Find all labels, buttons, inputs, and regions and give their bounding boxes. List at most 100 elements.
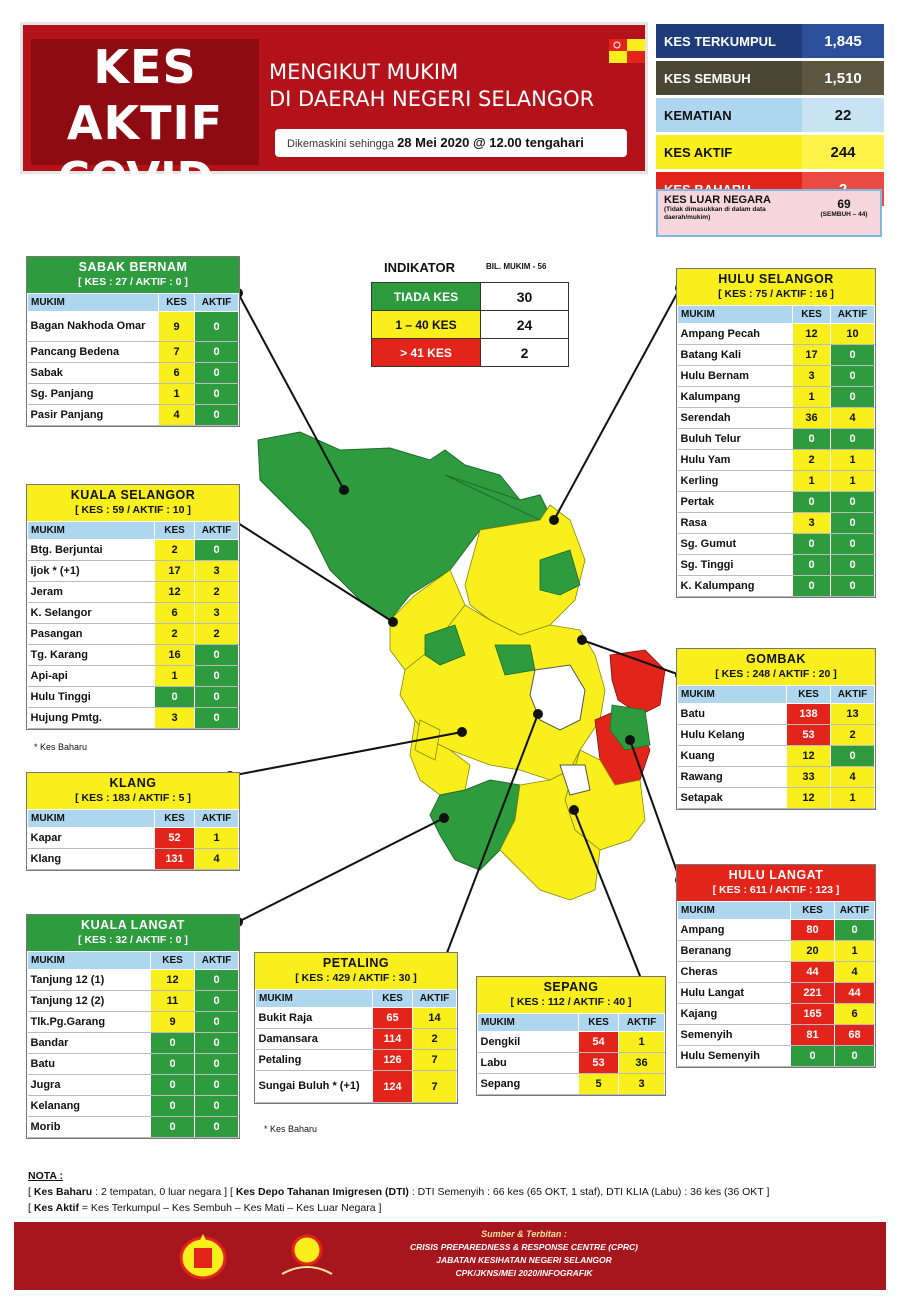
cell-k: 1 [158, 383, 195, 405]
cell-k: 9 [150, 1011, 195, 1033]
map-region-green-patch [539, 549, 581, 596]
stat-luar-negara: KES LUAR NEGARA (Tidak dimasukkan di dal… [656, 189, 882, 237]
cell-org2: JABATAN KESIHATAN NEGERI SELANGOR [436, 1255, 612, 1265]
cell-k: 65 [372, 1007, 413, 1029]
cell-k: 12 [786, 787, 831, 809]
cell-summary: [ KES : 75 / AKTIF : 16 ] [718, 288, 834, 300]
table-header-row: MUKIM KES AKTIF [27, 293, 239, 312]
cell-subtitle_line2: DI DAERAH NEGERI SELANGOR [269, 87, 595, 111]
cell-m: Beranang [677, 940, 791, 962]
table-row: Rawang 33 4 [677, 766, 875, 788]
cell-m: K. Selangor [27, 602, 155, 624]
table-row: Semenyih 81 68 [677, 1024, 875, 1046]
cell-value: 22 [802, 98, 884, 132]
cell-m: Kapar [27, 827, 155, 849]
cell-m: Kuang [677, 745, 787, 767]
header-banner: KES AKTIF COVID-19 MENGIKUT MUKIM DI DAE… [20, 22, 648, 260]
cell-kes: KES [790, 901, 835, 920]
table-row: Btg. Berjuntai 2 0 [27, 539, 239, 561]
table-row: Hulu Bernam 3 0 [677, 365, 875, 387]
table-header-row: MUKIM KES AKTIF [477, 1013, 665, 1032]
cell-kes: KES [578, 1013, 619, 1032]
table-row: Hulu Kelang 53 2 [677, 724, 875, 746]
table-row: Jugra 0 0 [27, 1074, 239, 1096]
cell-k: 0 [150, 1074, 195, 1096]
nota-section: NOTA : [ Kes Baharu : 2 tempatan, 0 luar… [28, 1168, 878, 1216]
cell-a: 0 [194, 1095, 239, 1117]
cell-a: 1 [830, 787, 875, 809]
selangor-map [257, 431, 666, 901]
cell-a: 0 [830, 365, 875, 387]
cell-a: 0 [830, 745, 875, 767]
cell-a: 0 [194, 1116, 239, 1138]
district-sabak-bernam: SABAK BERNAM [ KES : 27 / AKTIF : 0 ] MUK… [26, 256, 240, 427]
cell-org1: CRISIS PREPAREDNESS & RESPONSE CENTRE (C… [410, 1242, 638, 1252]
cell-m: Dengkil [477, 1031, 579, 1053]
cell-m: Hulu Langat [677, 982, 791, 1004]
cell-mukim: MUKIM [27, 951, 151, 970]
table-row: Rasa 3 0 [677, 512, 875, 534]
table-row: Kalumpang 1 0 [677, 386, 875, 408]
cell-name: SABAK BERNAM [78, 260, 188, 274]
cell-a: 3 [194, 560, 239, 582]
map-region-kl-white [529, 664, 586, 731]
cell-a: 10 [830, 323, 875, 345]
cell-a: 7 [412, 1049, 457, 1071]
cell-a: 1 [830, 470, 875, 492]
table-row: Tg. Karang 16 0 [27, 644, 239, 666]
cell-updated_value: 28 Mei 2020 @ 12.00 tengahari [397, 135, 584, 150]
cell-a: 4 [830, 766, 875, 788]
table-header-row: MUKIM KES AKTIF [677, 901, 875, 920]
mukim-table: MUKIM KES AKTIF Batu 138 13 Hulu Kelang 53 2 K… [677, 685, 875, 809]
cell-a: 0 [194, 1053, 239, 1075]
cell-a: 0 [830, 491, 875, 513]
cell-k: 0 [150, 1053, 195, 1075]
cell-aktif: AKTIF [194, 293, 239, 312]
table-row: Setapak 12 1 [677, 787, 875, 809]
district-kuala-selangor: KUALA SELANGOR[ KES : 59 / AKTIF : 10 ] … [26, 484, 240, 730]
cell-kes: KES [154, 809, 195, 828]
cell-m: Kajang [677, 1003, 791, 1025]
cell-a: 7 [412, 1070, 457, 1103]
cell-k: 80 [790, 919, 835, 941]
cell-summary: [ KES : 27 / AKTIF : 0 ] [78, 276, 188, 288]
table-row: Serendah 36 4 [677, 407, 875, 429]
cell-k: 12 [154, 581, 195, 603]
table-row: Tanjung 12 (1) 12 0 [27, 969, 239, 991]
cell-k: 1 [792, 470, 831, 492]
cell-a: 0 [194, 990, 239, 1012]
cell-kes: KES [158, 293, 195, 312]
cell-m: Pasir Panjang [27, 404, 159, 426]
table-row: Bagan Nakhoda Omar 9 0 [27, 311, 239, 342]
cell-aktif: AKTIF [194, 951, 239, 970]
cell-k: 5 [578, 1073, 619, 1095]
cell-mukim: MUKIM [27, 521, 155, 540]
cell-name: HULU LANGAT [728, 868, 824, 882]
cell-k: 2 [154, 539, 195, 561]
cell-a: 0 [194, 341, 239, 363]
cell-line1_d: : DTI Semenyih : 66 kes (65 OKT, 1 staf)… [408, 1186, 770, 1198]
cell-m: Semenyih [677, 1024, 791, 1046]
district-hulu-selangor: HULU SELANGOR [ KES : 75 / AKTIF : 16 ] M… [676, 268, 876, 598]
table-row: Klang 131 4 [27, 848, 239, 870]
cell-m: Klang [27, 848, 155, 870]
cell-k: 3 [792, 365, 831, 387]
cell-a: 0 [194, 707, 239, 729]
cell-subtitle_line1: MENGIKUT MUKIM [269, 60, 459, 84]
mukim-table: MUKIM KES AKTIF Btg. Berjuntai 2 0 Ijok * (+… [27, 521, 239, 729]
cell-name: KLANG [109, 776, 157, 790]
cell-note: (Tidak dimasukkan di dalam data daerah/m… [664, 206, 766, 221]
cell-m: Serendah [677, 407, 793, 429]
cell-summary: [ KES : 183 / AKTIF : 5 ] [75, 792, 191, 804]
cell-value: 1,510 [802, 61, 884, 95]
cell-a: 0 [830, 428, 875, 450]
cell-a: 0 [194, 1074, 239, 1096]
nota-line-2: [ Kes Aktif = Kes Terkumpul – Kes Sembuh… [28, 1202, 382, 1214]
cell-k: 114 [372, 1028, 413, 1050]
cell-m: Sungai Buluh * (+1) [255, 1070, 373, 1103]
kementerian-logo-icon [281, 1234, 333, 1275]
cell-summary: [ KES : 611 / AKTIF : 123 ] [712, 884, 840, 896]
cell-m: Sg. Panjang [27, 383, 159, 405]
cell-a: 0 [830, 554, 875, 576]
stat-terkumpul: KES TERKUMPUL 1,845 [656, 24, 884, 58]
